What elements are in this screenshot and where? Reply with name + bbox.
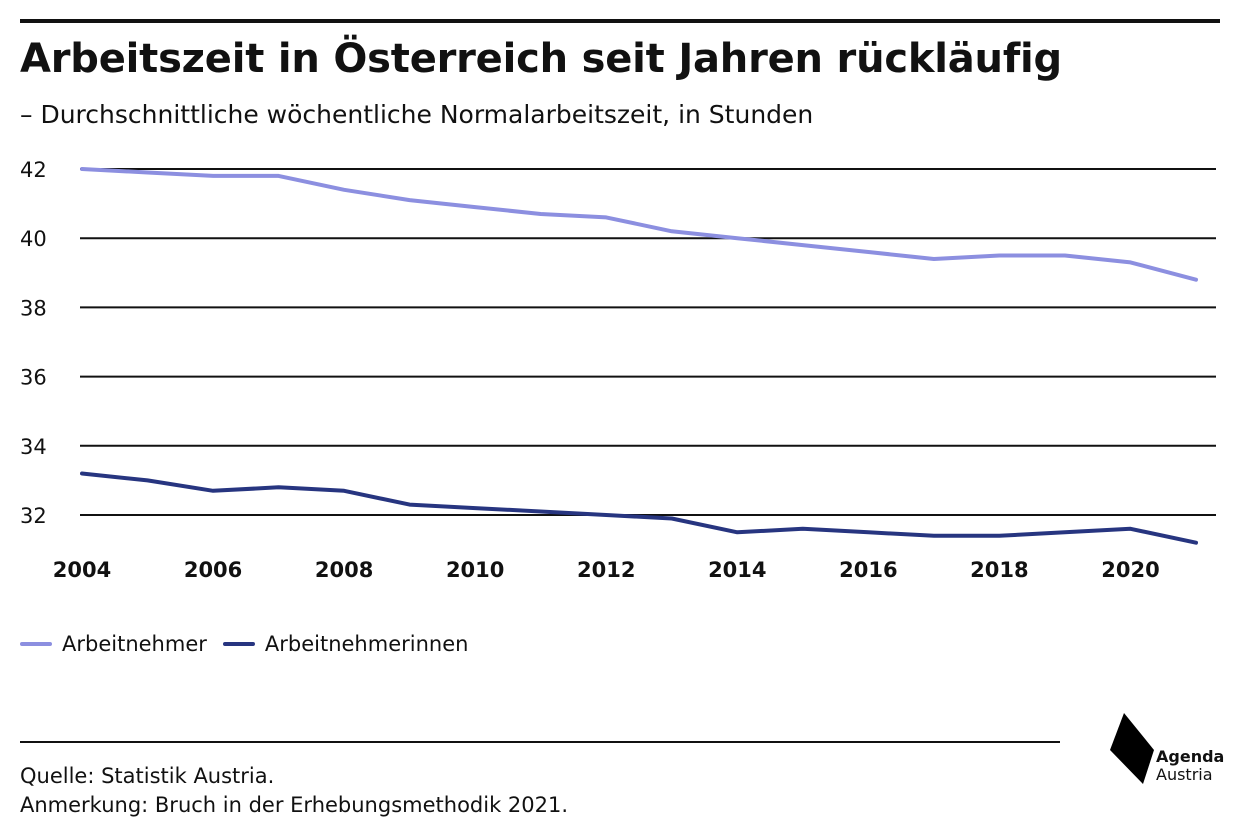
logo-line-agenda: Agenda bbox=[1156, 747, 1225, 766]
y-tick-label-38: 38 bbox=[20, 296, 47, 320]
chart-subtitle: – Durchschnittliche wöchentliche Normala… bbox=[20, 100, 814, 129]
y-axis-ticks: 32 34 36 38 40 42 bbox=[20, 158, 47, 528]
logo-wordmark: Agenda Austria bbox=[1156, 748, 1224, 784]
legend-item-arbeitnehmerinnen: Arbeitnehmerinnen bbox=[222, 632, 469, 656]
y-tick-label-34: 34 bbox=[20, 435, 47, 459]
x-tick-label-2010: 2010 bbox=[446, 558, 504, 582]
logo-mark-icon bbox=[1110, 713, 1154, 784]
x-tick-label-2020: 2020 bbox=[1101, 558, 1159, 582]
chart-title: Arbeitszeit in Österreich seit Jahren rü… bbox=[20, 36, 1062, 82]
series-lines bbox=[80, 167, 1198, 545]
x-tick-label-2012: 2012 bbox=[577, 558, 635, 582]
logo-line-austria: Austria bbox=[1156, 765, 1213, 784]
footer-rule bbox=[20, 741, 1060, 743]
legend-item-arbeitnehmer: Arbeitnehmer bbox=[20, 632, 207, 656]
source-note: Quelle: Statistik Austria. bbox=[20, 764, 275, 788]
y-tick-label-36: 36 bbox=[20, 366, 47, 390]
legend-label-arbeitnehmerinnen: Arbeitnehmerinnen bbox=[264, 632, 469, 656]
x-tick-label-2008: 2008 bbox=[315, 558, 373, 582]
y-tick-label-40: 40 bbox=[20, 227, 47, 251]
series-line-arbeitnehmer bbox=[80, 167, 1198, 282]
y-tick-label-42: 42 bbox=[20, 158, 47, 182]
x-tick-label-2016: 2016 bbox=[839, 558, 897, 582]
agenda-austria-logo: Agenda Austria bbox=[1108, 712, 1226, 788]
y-tick-label-32: 32 bbox=[20, 504, 47, 528]
method-note: Anmerkung: Bruch in der Erhebungsmethodi… bbox=[20, 793, 569, 817]
line-chart: 32 34 36 38 40 42 2004 2006 2008 2010 2012 2014 201… bbox=[20, 158, 1216, 582]
gridlines bbox=[80, 168, 1216, 516]
x-tick-label-2004: 2004 bbox=[53, 558, 111, 582]
top-rule bbox=[20, 19, 1220, 23]
x-tick-label-2006: 2006 bbox=[184, 558, 242, 582]
legend: Arbeitnehmer Arbeitnehmerinnen bbox=[20, 632, 484, 656]
series-line-arbeitnehmerinnen bbox=[80, 471, 1198, 545]
legend-swatch-arbeitnehmer bbox=[20, 642, 52, 646]
x-axis-ticks: 2004 2006 2008 2010 2012 2014 2016 2018 2020 bbox=[53, 558, 1160, 582]
x-tick-label-2014: 2014 bbox=[708, 558, 766, 582]
legend-swatch-arbeitnehmerinnen bbox=[222, 642, 255, 646]
legend-label-arbeitnehmer: Arbeitnehmer bbox=[62, 632, 207, 656]
x-tick-label-2018: 2018 bbox=[970, 558, 1028, 582]
